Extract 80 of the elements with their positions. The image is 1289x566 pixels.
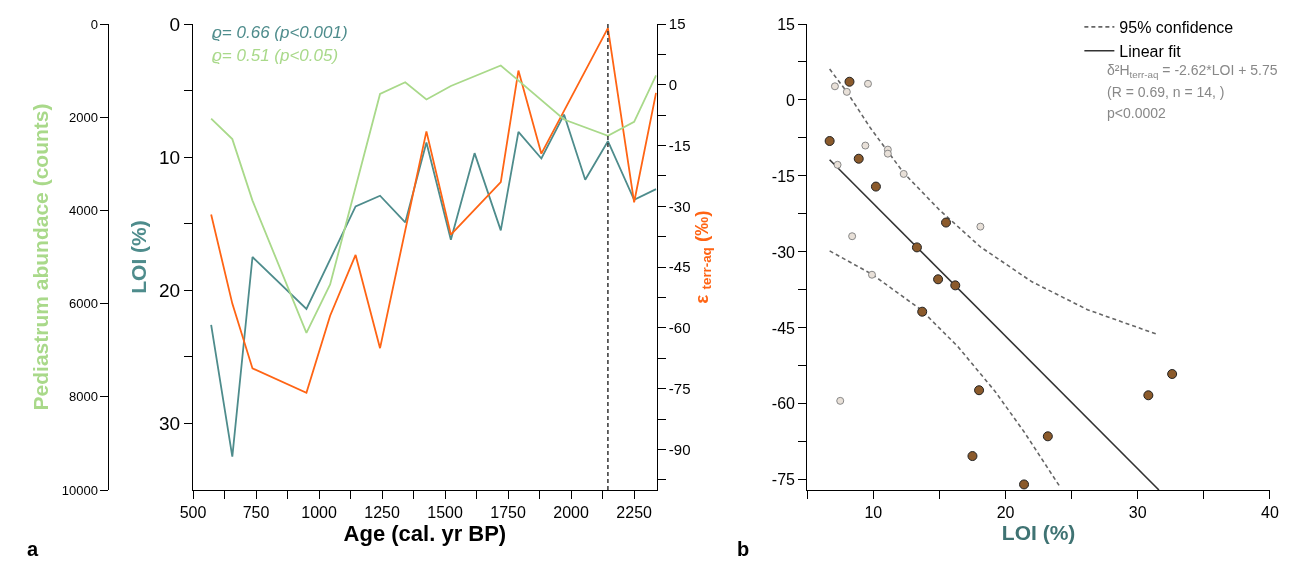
annotation: ϱ= 0.51 (p<0.05) [212, 46, 339, 65]
y-tick-label: 20 [159, 279, 181, 301]
point [870, 181, 881, 192]
x-axis-title: Age (cal. yr BP) [343, 521, 507, 547]
point [824, 136, 835, 147]
point [941, 217, 952, 228]
y-tick-label: -15 [771, 167, 796, 185]
point [899, 169, 908, 178]
y2-tick-label: 0 [668, 76, 678, 94]
y2-tick-label: -75 [668, 379, 691, 397]
x-axis-title: LOI (%) [1001, 521, 1076, 545]
text: b [737, 538, 750, 560]
point [833, 160, 842, 169]
y2-tick-label: -90 [668, 440, 691, 458]
x-tick-label: 750 [242, 504, 270, 522]
annotation: ϱ= 0.66 (p<0.001) [212, 23, 348, 42]
y-axis-title: LOI (%) [127, 220, 151, 294]
x-tick-label: 1250 [364, 504, 400, 522]
y3-axis-title: Pediastrum abundace (counts) [28, 103, 52, 411]
point [842, 87, 851, 96]
legend-label: 95% confidence [1119, 19, 1234, 37]
y-tick-label: 0 [786, 91, 796, 109]
point [967, 451, 978, 462]
x-tick-label: 20 [996, 504, 1015, 522]
point [911, 242, 922, 253]
point [1042, 431, 1053, 442]
point [933, 274, 944, 285]
x-tick-label: 40 [1261, 504, 1279, 522]
y3-tick-label: 8000 [68, 389, 98, 405]
line-series [210, 64, 657, 334]
point [883, 149, 892, 158]
y3-tick-label: 4000 [68, 202, 98, 218]
x-tick-label: 30 [1128, 504, 1147, 522]
y3-tick-label: 10000 [61, 482, 98, 498]
y-tick-label: 15 [777, 15, 796, 33]
point [917, 306, 928, 317]
y2-tick-label: -60 [668, 319, 691, 337]
annotation: p<0.0002 [1107, 105, 1166, 121]
y-tick-label: -60 [771, 395, 796, 413]
x-tick-label: 1000 [301, 504, 337, 522]
x-tick-label: 1750 [490, 504, 526, 522]
point [1167, 369, 1178, 380]
y-tick-label: -75 [771, 471, 796, 489]
point [848, 232, 857, 241]
y3-tick-label: 6000 [68, 296, 98, 312]
x-tick-label: 1500 [427, 504, 463, 522]
point [836, 396, 845, 405]
y-tick-label: 10 [159, 146, 181, 168]
point [867, 270, 876, 279]
y2-tick-label: -45 [668, 258, 691, 276]
y-tick-label: 0 [169, 13, 181, 35]
y3-tick-label: 0 [90, 16, 98, 32]
point [861, 141, 870, 150]
point [853, 153, 864, 164]
annotation: (R = 0.69, n = 14, ) [1107, 84, 1225, 100]
x-tick-label: 2250 [616, 504, 653, 522]
y-tick-label: 30 [159, 413, 181, 435]
line-series [210, 27, 657, 394]
y3-tick-label: 2000 [68, 109, 98, 125]
point [1143, 390, 1154, 401]
point [830, 82, 839, 91]
y-tick-label: -45 [771, 319, 796, 337]
y2-tick-label: -30 [668, 197, 691, 215]
annotation: δ²H$_{terr-aq}$ = -2.62*LOI + 5.75 [1107, 62, 1278, 80]
point [974, 385, 985, 396]
x-tick-label: 500 [179, 504, 207, 522]
line-series [210, 113, 657, 458]
point [976, 222, 985, 231]
x-tick-label: 2000 [553, 504, 590, 522]
point [950, 280, 961, 291]
text: a [27, 538, 39, 560]
y2-tick-label: -15 [668, 136, 691, 154]
point [1019, 479, 1030, 490]
y-tick-label: -30 [771, 243, 796, 261]
line-series [828, 250, 1061, 488]
point [864, 79, 872, 88]
x-tick-label: 10 [864, 504, 883, 522]
point [844, 76, 855, 87]
y2-tick-label: 15 [668, 15, 686, 33]
legend-label: Linear fit [1119, 42, 1182, 60]
